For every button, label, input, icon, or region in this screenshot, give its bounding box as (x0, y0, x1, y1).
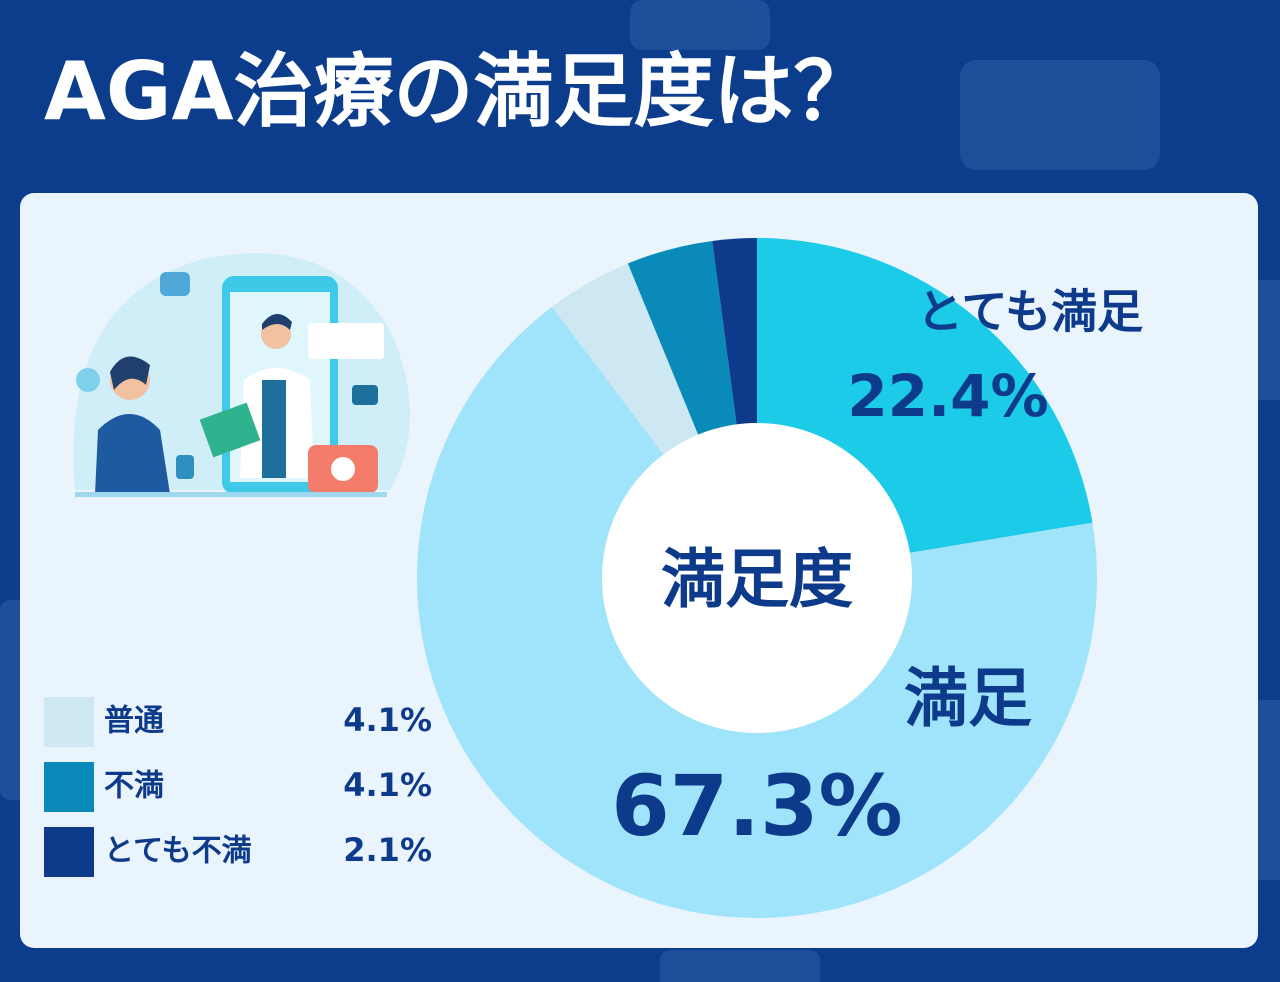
slice-value-label: 22.4% (847, 362, 1048, 430)
legend-label: 普通 (104, 704, 164, 739)
slice-label: 満足 (904, 663, 1032, 737)
legend-value: 4.1% (343, 701, 432, 739)
legend-value: 4.1% (343, 766, 432, 804)
slice-value-label: 67.3% (611, 757, 902, 855)
legend-label: とても不満 (104, 834, 252, 869)
donut-hole (602, 423, 912, 733)
legend-value: 2.1% (343, 831, 432, 869)
legend-swatch (44, 827, 94, 877)
legend-label: 不満 (104, 769, 164, 804)
slice-label: とても満足 (917, 285, 1143, 339)
chart-title: AGA治療の満足度は？ (44, 45, 874, 138)
legend-swatch (44, 762, 94, 812)
legend-swatch (44, 697, 94, 747)
center-label: 満足度 (661, 544, 853, 618)
illustration (73, 253, 410, 497)
